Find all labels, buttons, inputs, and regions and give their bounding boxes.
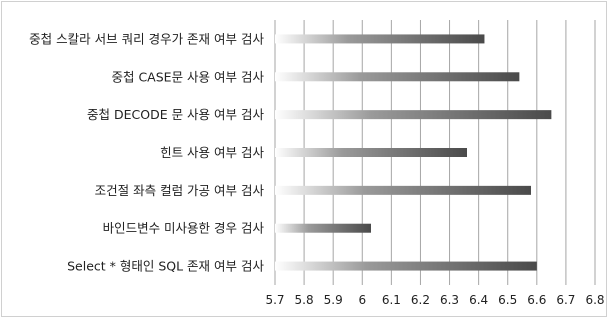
bar bbox=[275, 185, 531, 195]
x-axis-tick-labels: 5.7 5.8 5.9 6 6.1 6.2 6.3 6.4 6.5 6.6 6.7 6.8 bbox=[265, 293, 604, 307]
category-label: 중첩 CASE문 사용 여부 검사 bbox=[111, 69, 264, 84]
x-tick-label: 6.2 bbox=[411, 293, 430, 307]
x-tick-label: 6.7 bbox=[556, 293, 575, 307]
bar bbox=[275, 223, 371, 233]
bars bbox=[275, 34, 552, 271]
x-tick-label: 6.6 bbox=[527, 293, 546, 307]
category-label: Select * 형태인 SQL 존재 여부 검사 bbox=[67, 259, 264, 274]
category-label: 조건절 좌측 컬럼 가공 여부 검사 bbox=[95, 183, 265, 198]
x-tick-label: 6.3 bbox=[440, 293, 459, 307]
x-tick-label: 6.5 bbox=[498, 293, 517, 307]
gridlines bbox=[274, 20, 596, 285]
category-label: 바인드변수 미사용한 경우 검사 bbox=[103, 221, 265, 236]
category-label: 힌트 사용 여부 검사 bbox=[160, 145, 264, 160]
bar bbox=[275, 148, 467, 157]
x-tick-label: 6 bbox=[358, 293, 366, 307]
bar bbox=[275, 72, 520, 82]
x-tick-label: 6.8 bbox=[585, 293, 604, 307]
x-tick-label: 5.9 bbox=[324, 293, 343, 307]
category-label: 중첩 DECODE 문 사용 여부 검사 bbox=[87, 107, 264, 122]
bar bbox=[275, 110, 552, 120]
bar bbox=[275, 34, 485, 44]
bar bbox=[275, 261, 537, 271]
x-tick-label: 5.8 bbox=[295, 293, 314, 307]
x-tick-label: 5.7 bbox=[265, 293, 284, 307]
category-label: 중첩 스칼라 서브 쿼리 경우가 존재 여부 검사 bbox=[29, 31, 264, 46]
x-tick-label: 6.4 bbox=[469, 293, 488, 307]
x-tick-label: 6.1 bbox=[382, 293, 401, 307]
